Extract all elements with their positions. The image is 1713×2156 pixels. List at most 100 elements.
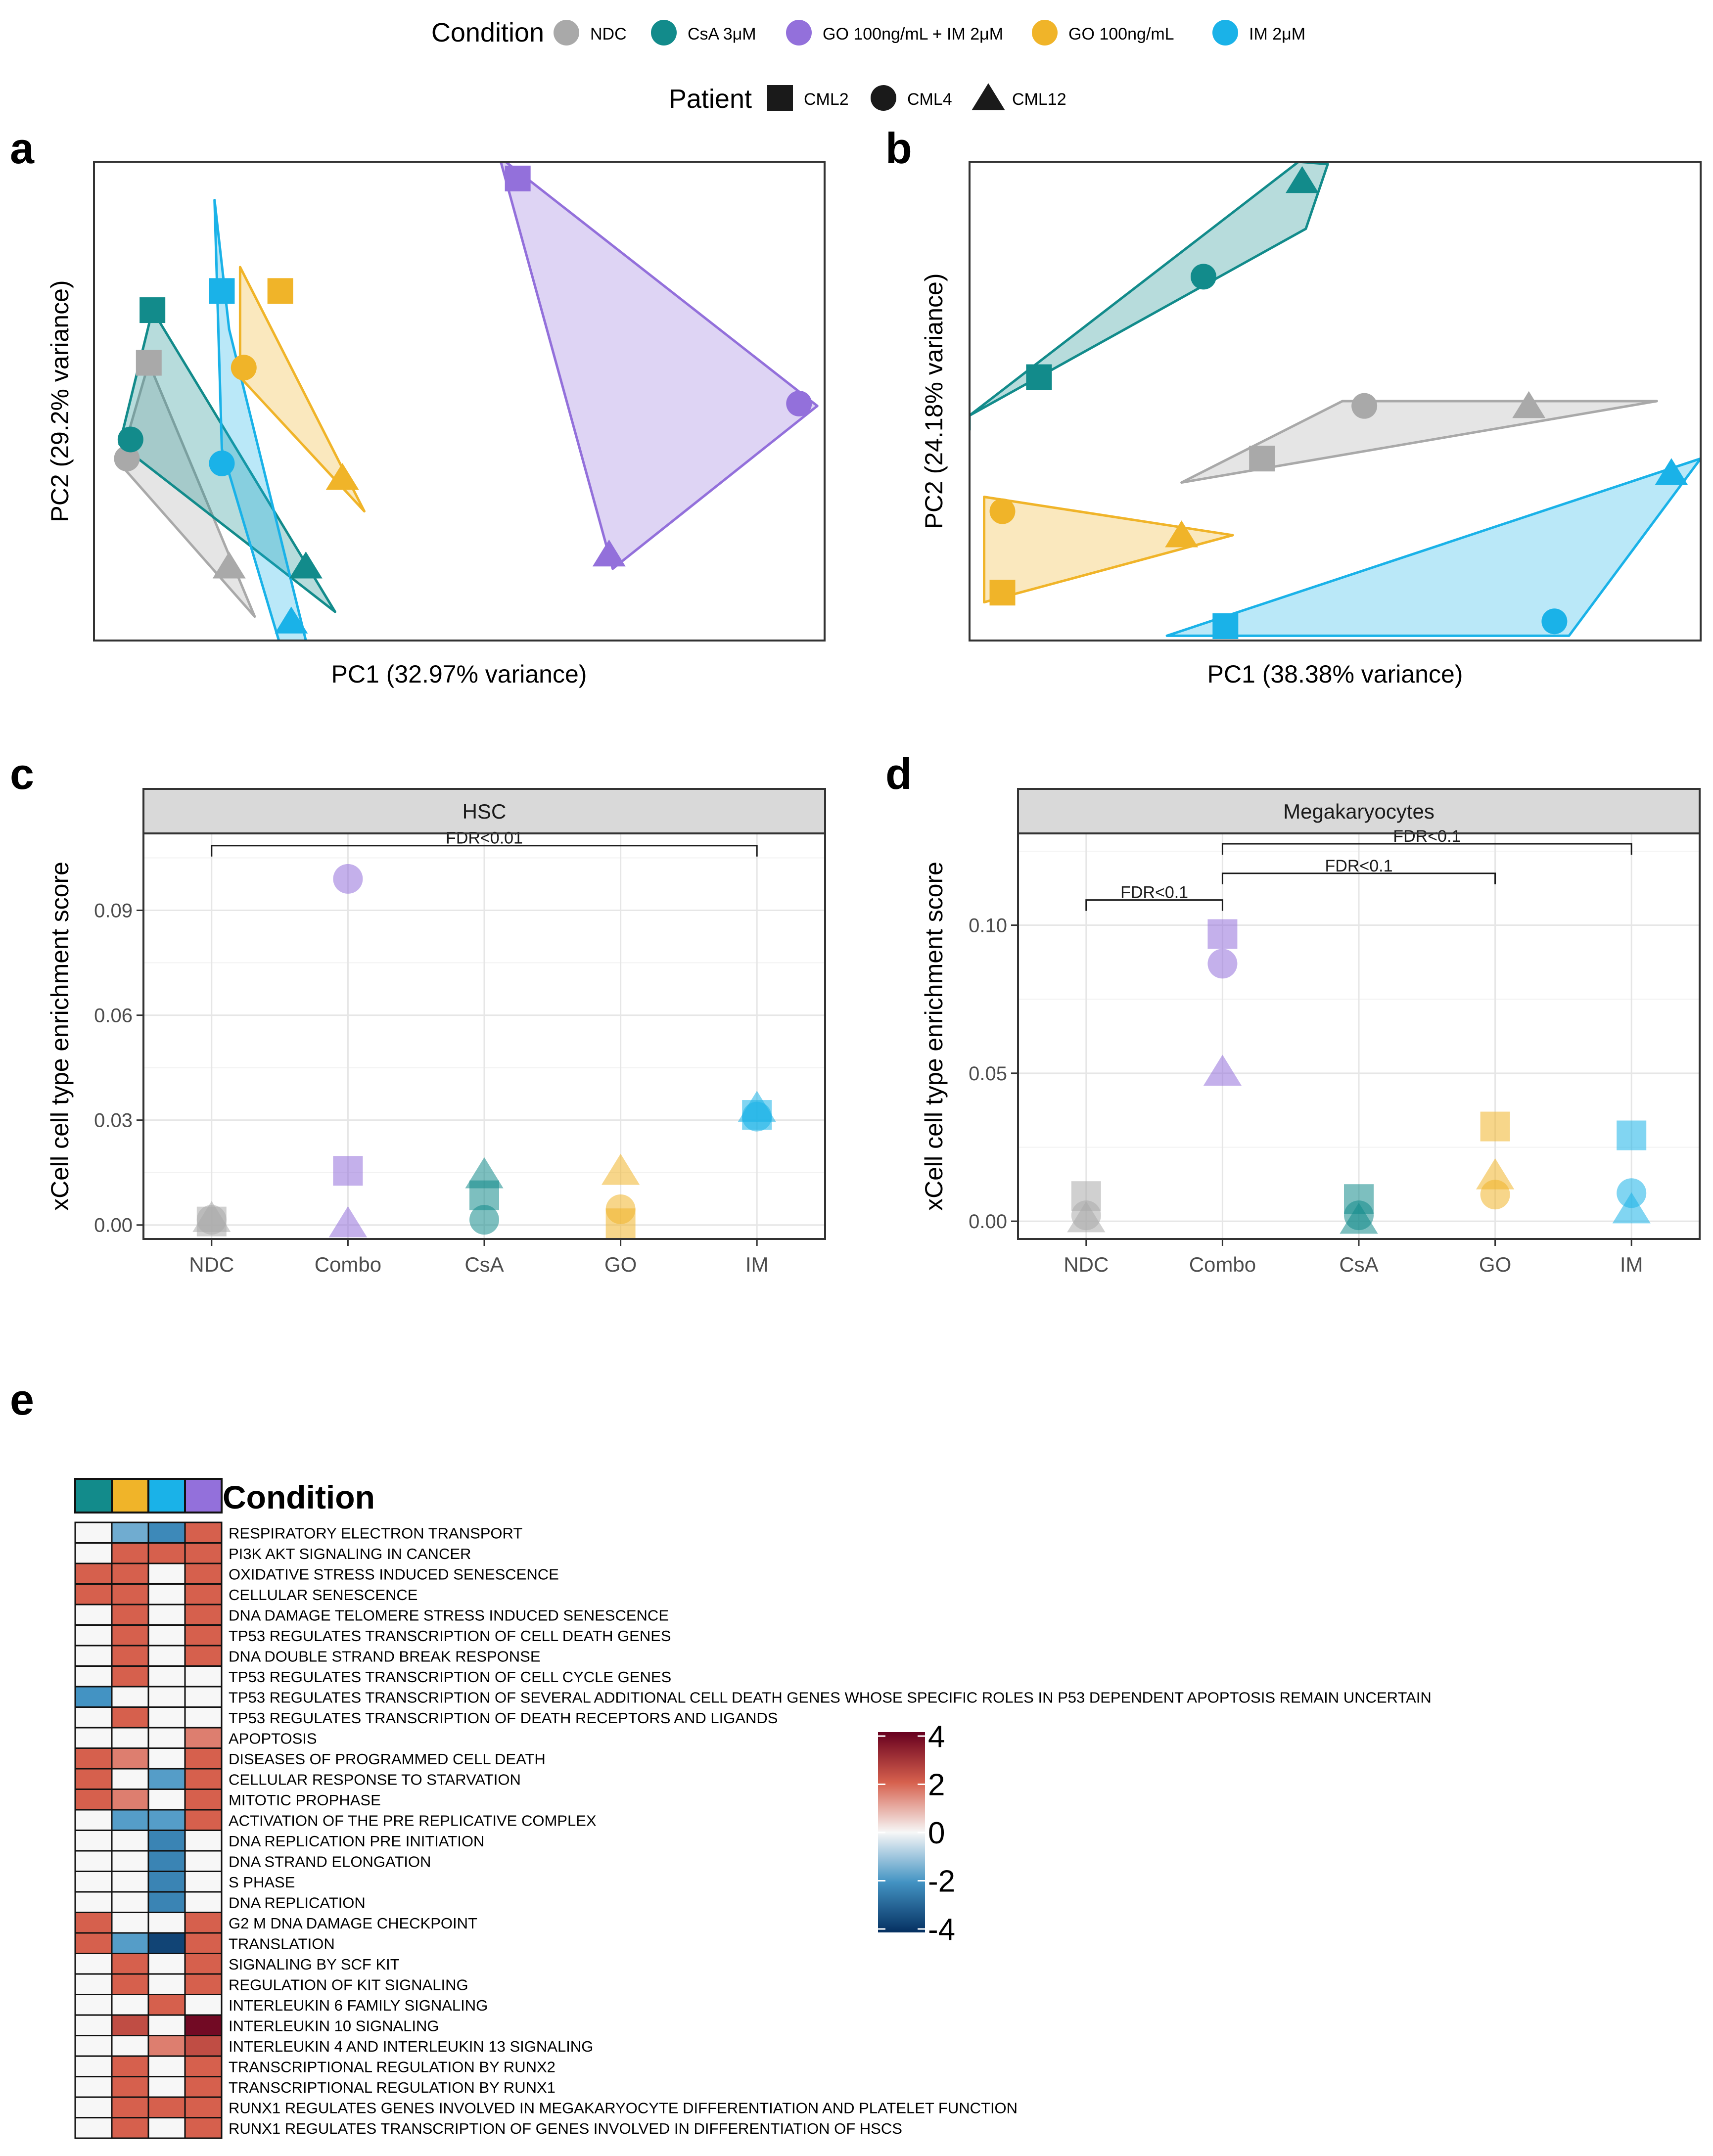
heatmap-cell (184, 2096, 223, 2118)
annotation-cell-im (147, 1478, 186, 1514)
point-go-cml12 (1165, 520, 1199, 548)
panel-label-e: e (10, 1375, 34, 1424)
heatmap-row-label: PI3K AKT SIGNALING IN CANCER (229, 1545, 471, 1562)
heatmap-row-label: TP53 REGULATES TRANSCRIPTION OF CELL CYC… (229, 1668, 671, 1686)
heatmap-cell (111, 1891, 149, 1913)
heatmap-row-label: INTERLEUKIN 6 FAMILY SIGNALING (229, 1997, 488, 2014)
hsc-strip-title: HSC (463, 800, 507, 823)
legend-label-cml4: CML4 (907, 90, 952, 109)
enrichment-plot-hsc: HSC FDR<0.01 0.00 0.03 0.06 0.09 NDC Combo CsA… (46, 788, 826, 1276)
heatmap-cell (147, 1830, 186, 1852)
point-go-cml2 (989, 580, 1016, 606)
hull-im (213, 198, 307, 641)
x-tick-label: Combo (1189, 1253, 1256, 1276)
panel-label-a: a (10, 124, 35, 173)
point-go-cml2 (1480, 1111, 1510, 1142)
pca-b-xlabel: PC1 (38.38% variance) (1207, 660, 1463, 688)
mk-gridlines (1018, 833, 1700, 1239)
legend-swatch-cml4 (871, 85, 896, 111)
heatmap-row-label: TRANSCRIPTIONAL REGULATION BY RUNX2 (229, 2058, 556, 2075)
heatmap-cell (147, 1912, 186, 1934)
legend-swatch-combo (786, 20, 812, 46)
heatmap-cell (147, 1665, 186, 1688)
heatmap-cell (111, 1747, 149, 1770)
heatmap-cell (74, 1562, 113, 1585)
heatmap-cell (184, 1727, 223, 1749)
point-ndc-cml2 (136, 350, 162, 376)
heatmap-cell (111, 1973, 149, 1995)
heatmap-cell (74, 1727, 113, 1749)
legend-label-im: IM 2μM (1249, 25, 1305, 44)
legend-patient-items: CML2 CML4 CML12 (767, 83, 1066, 111)
heatmap-row-label: TRANSCRIPTIONAL REGULATION BY RUNX1 (229, 2079, 556, 2096)
heatmap-cell (147, 1850, 186, 1872)
point-combo-cml12 (328, 1206, 368, 1238)
hsc-points (192, 864, 776, 1239)
point-csa-cml2 (1026, 364, 1052, 390)
x-tick-label: CsA (1339, 1253, 1378, 1276)
heatmap-row-label: TP53 REGULATES TRANSCRIPTION OF SEVERAL … (229, 1689, 1432, 1706)
point-im-cml2 (209, 278, 235, 304)
legend: Condition NDC CsA 3μM GO 100ng/mL + IM 2μM… (431, 18, 1305, 114)
heatmap-cell (111, 1953, 149, 1975)
point-combo-cml4 (333, 864, 363, 894)
heatmap-cell (111, 1562, 149, 1585)
annotation-cell-csa (74, 1478, 113, 1514)
point-go-cml4 (231, 355, 257, 381)
heatmap-cell (184, 1562, 223, 1585)
heatmap-cell (147, 1624, 186, 1647)
point-go-cml12 (1476, 1158, 1515, 1190)
pca-b-ylabel: PC2 (24.18% variance) (920, 274, 948, 529)
heatmap-cell (74, 1604, 113, 1626)
heatmap-colorbar-ticks: 4 2 0 -2 -4 (878, 1720, 955, 1947)
pca-b-hulls (970, 162, 1701, 637)
hull-go (238, 266, 366, 513)
heatmap-row-label: REGULATION OF KIT SIGNALING (229, 1976, 468, 1993)
heatmap-cell (74, 1891, 113, 1913)
heatmap-cell (74, 1871, 113, 1893)
heatmap-cell (111, 1850, 149, 1872)
annotation-cell-combo (184, 1478, 223, 1514)
heatmap-row-label: TP53 REGULATES TRANSCRIPTION OF DEATH RE… (229, 1709, 778, 1727)
hsc-axes: 0.00 0.03 0.06 0.09 NDC Combo CsA GO IM (94, 900, 768, 1276)
heatmap-row-label: INTERLEUKIN 10 SIGNALING (229, 2017, 439, 2034)
heatmap-cell (111, 2096, 149, 2118)
heatmap-cell (111, 2076, 149, 2098)
pca-plot-b: PC1 (38.38% variance) PC2 (24.18% varian… (920, 161, 1702, 688)
heatmap-cell (184, 1891, 223, 1913)
heatmap-cell (184, 1809, 223, 1831)
heatmap-cell (184, 1932, 223, 1954)
significance-label: FDR<0.1 (1325, 857, 1393, 875)
heatmap-cell (74, 1809, 113, 1831)
heatmap-cell (184, 2117, 223, 2139)
point-ndc-cml12 (192, 1201, 231, 1232)
point-im-cml4 (209, 450, 235, 476)
heatmap-cell (147, 1645, 186, 1667)
heatmap-cell (147, 1953, 186, 1975)
colorbar-tick-label: 0 (928, 1816, 945, 1850)
heatmap-cell (147, 2117, 186, 2139)
heatmap-cell (184, 1768, 223, 1790)
heatmap-cell (147, 1583, 186, 1606)
hsc-significance-brackets: FDR<0.01 (211, 829, 758, 857)
heatmap-cells (74, 1521, 223, 2139)
x-tick-label: GO (604, 1253, 637, 1276)
heatmap-cell (147, 2055, 186, 2077)
heatmap-cell (74, 1747, 113, 1770)
pca-plot-a: PC1 (32.97% variance) PC2 (29.2% varianc… (46, 161, 826, 688)
point-csa-cml4 (117, 426, 143, 453)
point-ndc-cml4 (114, 446, 140, 472)
heatmap-row-label: RUNX1 REGULATES TRANSCRIPTION OF GENES I… (229, 2120, 902, 2137)
point-ndc-cml2 (1249, 446, 1275, 472)
point-im-cml2 (1212, 613, 1239, 639)
colorbar-tick-label: -4 (928, 1913, 955, 1947)
y-tick-label: 0.00 (94, 1215, 133, 1237)
heatmap-cell (111, 1912, 149, 1934)
y-tick-label: 0.05 (969, 1063, 1007, 1085)
point-im-cml12 (275, 606, 308, 634)
heatmap-cell (184, 1973, 223, 1995)
heatmap-cell (111, 1624, 149, 1647)
heatmap-row-label: DNA STRAND ELONGATION (229, 1853, 431, 1870)
legend-swatch-ndc (554, 20, 579, 46)
